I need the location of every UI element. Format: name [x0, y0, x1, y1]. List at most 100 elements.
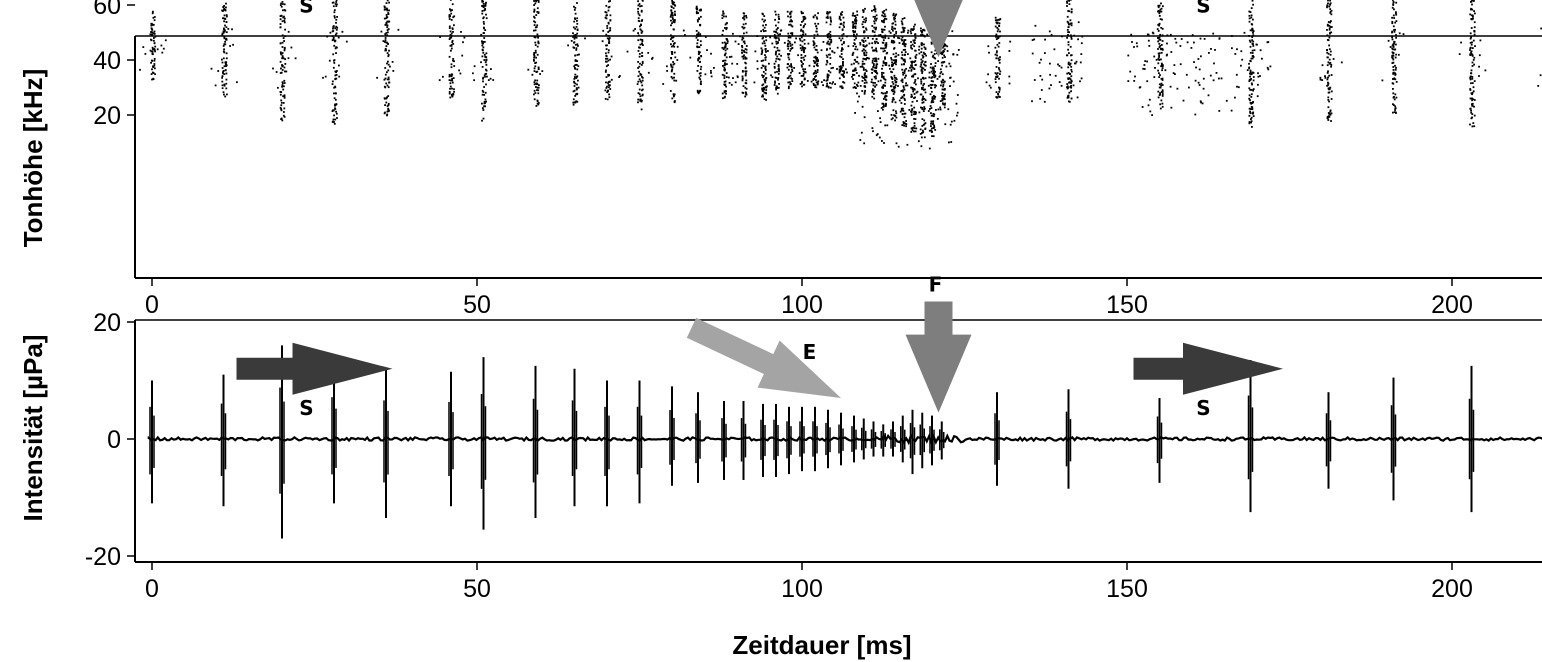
- frequency-dot: [1327, 106, 1330, 109]
- frequency-dot: [1473, 105, 1475, 108]
- frequency-dot: [1393, 96, 1395, 98]
- frequency-dot: [998, 68, 1001, 71]
- frequency-dot: [1252, 34, 1255, 37]
- frequency-dot: [920, 44, 923, 47]
- frequency-dot: [280, 99, 283, 102]
- frequency-dot: [1393, 30, 1396, 33]
- intensity-pulse: [929, 415, 935, 466]
- frequency-dot: [878, 136, 881, 139]
- frequency-dot: [870, 68, 873, 71]
- frequency-dot: [764, 67, 767, 69]
- frequency-dot: [483, 22, 485, 25]
- frequency-dot: [154, 35, 157, 38]
- frequency-dot: [324, 75, 327, 78]
- frequency-dot: [883, 28, 886, 31]
- pulse-dot-column: [472, 0, 495, 122]
- frequency-dot: [726, 39, 729, 42]
- frequency-dot: [482, 21, 485, 23]
- pulse-dot-column: [662, 0, 686, 104]
- frequency-dot: [882, 28, 885, 31]
- frequency-dot: [575, 93, 577, 96]
- frequency-dot: [938, 75, 941, 78]
- frequency-dot: [911, 88, 914, 91]
- frequency-dot: [944, 93, 946, 96]
- frequency-dot: [1329, 109, 1332, 112]
- frequency-dot: [777, 27, 779, 29]
- frequency-dot: [482, 40, 485, 43]
- frequency-dot: [855, 37, 857, 40]
- frequency-dot: [777, 21, 780, 24]
- frequency-dot: [573, 37, 576, 40]
- frequency-dot: [450, 49, 452, 52]
- frequency-dot: [537, 103, 540, 106]
- frequency-dot: [841, 48, 843, 51]
- frequency-dot: [877, 57, 880, 60]
- frequency-dot: [1471, 14, 1474, 17]
- frequency-dot: [803, 71, 806, 73]
- frequency-dot: [484, 3, 487, 5]
- frequency-dot: [947, 108, 950, 111]
- frequency-dot: [1391, 6, 1394, 9]
- frequency-dot: [1161, 64, 1164, 66]
- frequency-dot: [574, 34, 577, 36]
- frequency-dot: [1161, 67, 1164, 69]
- pulse-dot-column: [527, 0, 544, 107]
- frequency-dot: [1473, 30, 1476, 32]
- frequency-dot: [859, 43, 862, 46]
- frequency-dot: [695, 5, 698, 8]
- frequency-dot: [901, 23, 904, 26]
- frequency-dot: [1392, 61, 1395, 64]
- frequency-dot: [895, 63, 897, 66]
- frequency-dot: [605, 4, 608, 7]
- frequency-dot: [764, 54, 766, 56]
- frequency-dot: [1161, 27, 1164, 30]
- frequency-dot: [673, 42, 676, 44]
- frequency-dot: [722, 65, 724, 67]
- frequency-dot: [829, 36, 832, 39]
- frequency-dot: [1469, 49, 1471, 51]
- intensity-final-phase-arrow: [905, 301, 972, 413]
- frequency-dot: [797, 54, 799, 57]
- frequency-dot: [639, 62, 641, 65]
- frequency-dot: [536, 7, 539, 10]
- frequency-dot: [282, 3, 284, 5]
- frequency-dot: [726, 42, 729, 44]
- frequency-dot: [1250, 73, 1253, 75]
- frequency-dot: [222, 70, 225, 72]
- frequency-dot: [902, 86, 905, 89]
- frequency-dot: [341, 30, 344, 33]
- frequency-dot: [150, 61, 152, 64]
- frequency-dot: [489, 77, 492, 80]
- frequency-dot: [884, 81, 887, 84]
- frequency-dot: [723, 64, 726, 67]
- frequency-dot: [607, 64, 609, 66]
- frequency-dot: [574, 17, 576, 20]
- frequency-dot: [225, 72, 228, 75]
- frequency-dot: [481, 42, 484, 44]
- frequency-dot: [941, 98, 944, 101]
- frequency-dot: [880, 47, 882, 50]
- frequency-dot: [536, 11, 539, 13]
- frequency-dot: [765, 77, 767, 80]
- frequency-dot: [840, 65, 842, 68]
- frequency-dot: [386, 78, 389, 81]
- frequency-dot: [884, 78, 887, 81]
- frequency-dot: [789, 15, 792, 18]
- frequency-dot: [902, 73, 905, 76]
- frequency-dot: [1198, 84, 1201, 86]
- frequency-dot: [570, 40, 573, 42]
- frequency-dot: [639, 95, 642, 98]
- frequency-dot: [841, 37, 844, 40]
- frequency-dot: [874, 82, 876, 84]
- intensity-search-phase-arrow: [236, 342, 393, 395]
- frequency-dot: [829, 71, 832, 74]
- frequency-dot: [801, 21, 803, 23]
- frequency-dot: [619, 75, 621, 77]
- frequency-dot: [838, 37, 841, 40]
- frequency-dot: [574, 67, 576, 69]
- frequency-dot: [1328, 91, 1331, 94]
- frequency-dot: [803, 59, 806, 61]
- frequency-dot: [822, 84, 824, 87]
- frequency-dot: [875, 14, 878, 17]
- frequency-dot: [910, 69, 913, 72]
